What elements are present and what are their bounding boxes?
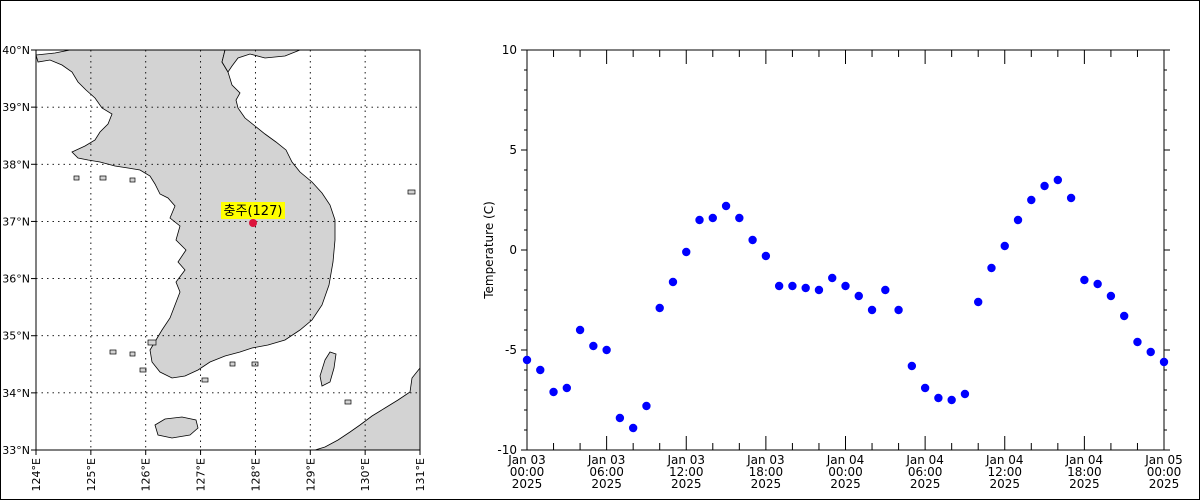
station-marker[interactable]	[249, 219, 257, 227]
lon-tick-label: 131°E	[414, 458, 427, 491]
station-label: 충주(127)	[224, 204, 283, 219]
lon-tick-label: 124°E	[30, 458, 43, 491]
lon-tick-label: 130°E	[359, 458, 372, 491]
jeju-island	[154, 416, 199, 439]
lat-tick-label: 36°N	[2, 273, 30, 286]
tsushima-island	[319, 351, 337, 387]
lon-tick-label: 125°E	[85, 458, 98, 491]
small-islands	[73, 175, 416, 405]
map-ticks	[31, 49, 421, 455]
station-label-background	[221, 202, 285, 219]
lat-tick-label: 39°N	[2, 101, 30, 114]
map-border	[35, 49, 421, 451]
map-graticule	[36, 50, 420, 450]
lat-tick-label: 35°N	[2, 330, 30, 343]
japan-coast	[314, 367, 420, 450]
lon-tick-label: 128°E	[249, 458, 262, 491]
lat-tick-label: 38°N	[2, 158, 30, 171]
map-axis-labels: 124°E 125°E 126°E 127°E 128°E 129°E 130°E 131°E…	[2, 44, 427, 491]
northern-landmass	[221, 50, 420, 73]
korean-peninsula-land	[36, 50, 336, 379]
lon-tick-label: 126°E	[140, 458, 153, 491]
lon-tick-label: 129°E	[304, 458, 317, 491]
lat-tick-label: 33°N	[2, 444, 30, 457]
lat-tick-label: 34°N	[2, 387, 30, 400]
lat-tick-label: 37°N	[2, 215, 30, 228]
lon-tick-label: 127°E	[195, 458, 208, 491]
lat-tick-label: 40°N	[2, 44, 30, 57]
